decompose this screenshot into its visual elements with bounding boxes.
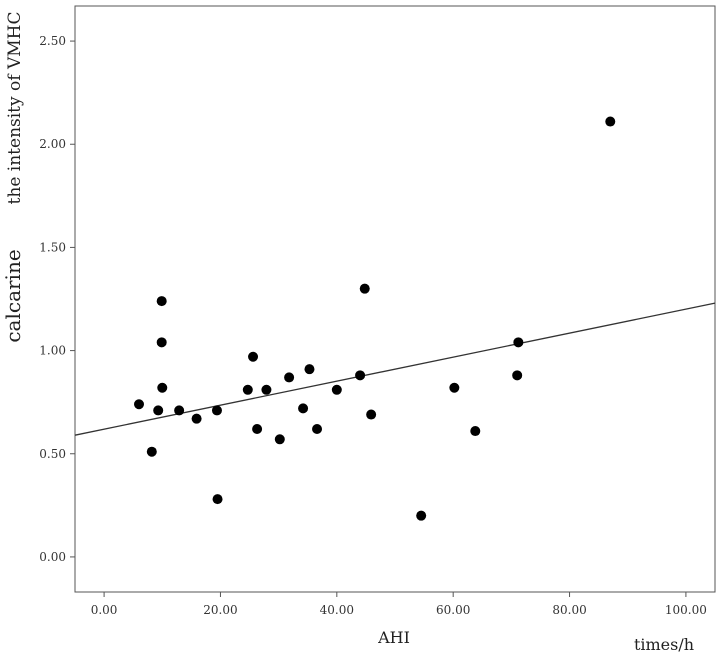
x-axis-title: AHI	[377, 628, 410, 647]
data-point	[156, 296, 167, 307]
data-point	[156, 337, 167, 348]
data-point	[449, 382, 460, 393]
data-point	[298, 403, 309, 414]
data-point	[242, 384, 253, 395]
data-point	[512, 370, 523, 381]
data-point	[513, 337, 524, 348]
data-point	[191, 413, 202, 424]
data-point	[157, 382, 168, 393]
data-point	[146, 446, 157, 457]
y-tick-label: 1.50	[39, 240, 66, 254]
data-point	[359, 283, 370, 294]
y-tick-label: 2.00	[39, 137, 66, 151]
y-tick-label: 1.00	[39, 344, 66, 358]
x-axis-ticks: 0.00 20.00 40.00 60.00 80.00 100.00	[91, 592, 707, 617]
y-tick-label: 0.50	[39, 447, 66, 461]
y-axis-ticks: 0.00 0.50 1.00 1.50 2.00 2.50	[39, 34, 75, 564]
data-point	[470, 426, 481, 437]
data-point	[212, 494, 223, 505]
y-axis-title-secondary: the intensity of VMHC	[5, 12, 25, 205]
data-point	[331, 384, 342, 395]
data-point	[304, 364, 315, 375]
y-axis-title-main: calcarine	[1, 249, 25, 342]
data-point	[252, 423, 263, 434]
data-point	[174, 405, 185, 416]
x-tick-label: 0.00	[91, 603, 118, 617]
data-point	[274, 434, 285, 445]
data-point	[605, 116, 616, 127]
plot-frame	[74, 5, 716, 593]
data-point	[355, 370, 366, 381]
data-points	[134, 116, 616, 521]
x-tick-label: 80.00	[552, 603, 586, 617]
data-point	[248, 351, 259, 362]
x-axis-unit: times/h	[634, 635, 694, 654]
y-tick-label: 0.00	[39, 550, 66, 564]
x-tick-label: 40.00	[320, 603, 354, 617]
y-tick-label: 2.50	[39, 34, 66, 48]
data-point	[416, 510, 427, 521]
data-point	[284, 372, 295, 383]
x-tick-label: 100.00	[665, 603, 707, 617]
data-point	[134, 399, 144, 410]
data-point	[211, 405, 222, 416]
data-point	[366, 409, 377, 420]
data-point	[153, 405, 164, 416]
data-point	[312, 423, 323, 434]
data-point	[261, 384, 272, 395]
x-tick-label: 60.00	[436, 603, 470, 617]
x-tick-label: 20.00	[203, 603, 237, 617]
